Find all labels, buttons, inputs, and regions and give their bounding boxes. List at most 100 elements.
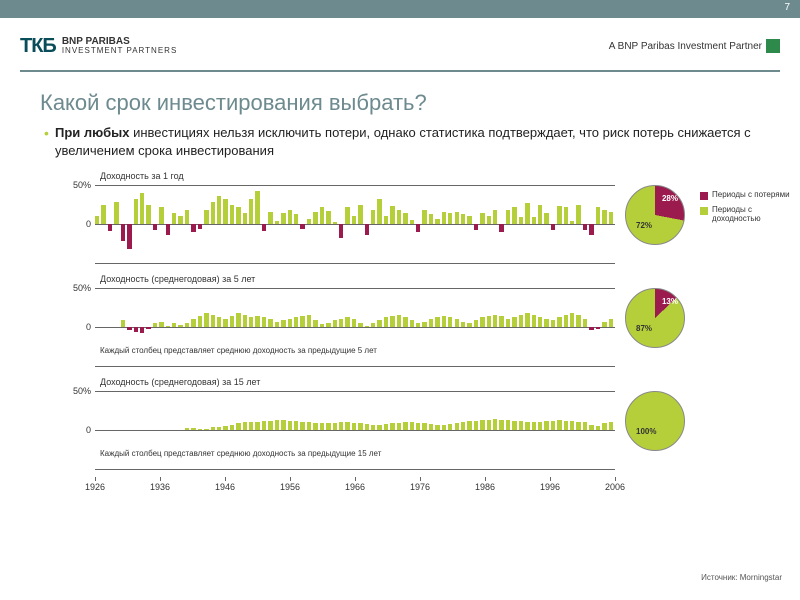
bar [474,421,478,430]
bar [544,319,548,327]
bar [159,207,163,224]
panel-title: Доходность (среднегодовая) за 15 лет [100,377,260,387]
logo-bnp: BNP PARIBAS INVESTMENT PARTNERS [62,37,177,55]
pie-gain-label: 100% [636,427,656,436]
bar [313,320,317,327]
bar [294,421,298,430]
x-tick-label: 1926 [85,482,105,492]
bar [307,315,311,327]
bar [307,422,311,430]
bar [153,224,157,230]
bar [326,423,330,430]
bar [480,213,484,224]
bar [352,216,356,224]
bar [609,319,613,327]
bar [410,320,414,327]
bar [288,421,292,430]
bar [377,425,381,431]
bullet-rest: инвестициях нельзя исключить потери, одн… [55,125,751,158]
pie-chart: 28%72% [625,185,685,245]
chart-panel: Доходность (среднегодовая) за 5 лет50%0К… [0,274,800,377]
logo-left: ТКБ BNP PARIBAS INVESTMENT PARTNERS [20,35,177,58]
x-tick-mark [550,477,551,481]
legend-item: Периоды с доходностью [700,206,795,224]
bar [583,319,587,327]
bar [538,422,542,430]
bar [435,219,439,225]
bar [249,422,253,430]
bar [191,319,195,327]
bar [339,422,343,430]
bar [429,214,433,224]
bar [275,420,279,430]
bar [268,319,272,327]
bar [499,316,503,327]
bar [185,210,189,224]
bar [551,224,555,230]
x-tick-label: 1996 [540,482,560,492]
bar [602,423,606,430]
bar [313,212,317,224]
x-tick-label: 1956 [280,482,300,492]
pie-wrapper: 100% [625,391,695,461]
y-tick: 0 [86,322,91,332]
bar [114,202,118,224]
legend-text: Периоды с потерями [712,191,790,200]
gridline [95,469,615,470]
y-axis: 50%0 [55,185,95,263]
bar [320,324,324,327]
bar [300,422,304,430]
bar [365,224,369,235]
bar [525,203,529,224]
bullet-text: При любых инвестициях нельзя исключить п… [0,124,800,159]
bar [198,224,202,228]
bars [95,185,615,263]
bar [166,326,170,327]
bullet-bold: При любых [55,125,129,140]
bar [583,422,587,430]
bar [416,423,420,430]
bar [352,319,356,327]
bar [288,210,292,224]
bar [397,210,401,224]
bar [300,224,304,228]
bar [564,207,568,224]
bar [178,325,182,327]
bar [442,316,446,327]
y-tick: 0 [86,425,91,435]
bar [390,206,394,224]
bar [442,212,446,224]
bar [384,317,388,327]
bar [422,210,426,224]
bar [397,315,401,327]
bar [223,199,227,224]
bar [474,320,478,327]
bar [146,327,150,329]
bar [519,421,523,430]
bar [281,320,285,327]
bar [570,221,574,224]
bar [255,191,259,224]
bar [333,222,337,224]
bar [596,327,600,329]
bar [512,207,516,224]
bar [499,224,503,232]
bar [487,420,491,431]
bar [435,425,439,431]
x-tick-mark [420,477,421,481]
bar [230,205,234,225]
bar [448,317,452,327]
bar [288,319,292,327]
bar [211,315,215,327]
x-tick-mark [355,477,356,481]
bar [596,426,600,430]
pie-loss-label: 13% [662,297,678,306]
panel-note: Каждый столбец представляет среднюю дохо… [100,346,377,355]
bar [211,202,215,224]
bar [365,424,369,430]
bar [442,425,446,431]
bar [95,216,99,224]
bar [609,422,613,430]
bar [223,426,227,430]
bar [448,424,452,430]
